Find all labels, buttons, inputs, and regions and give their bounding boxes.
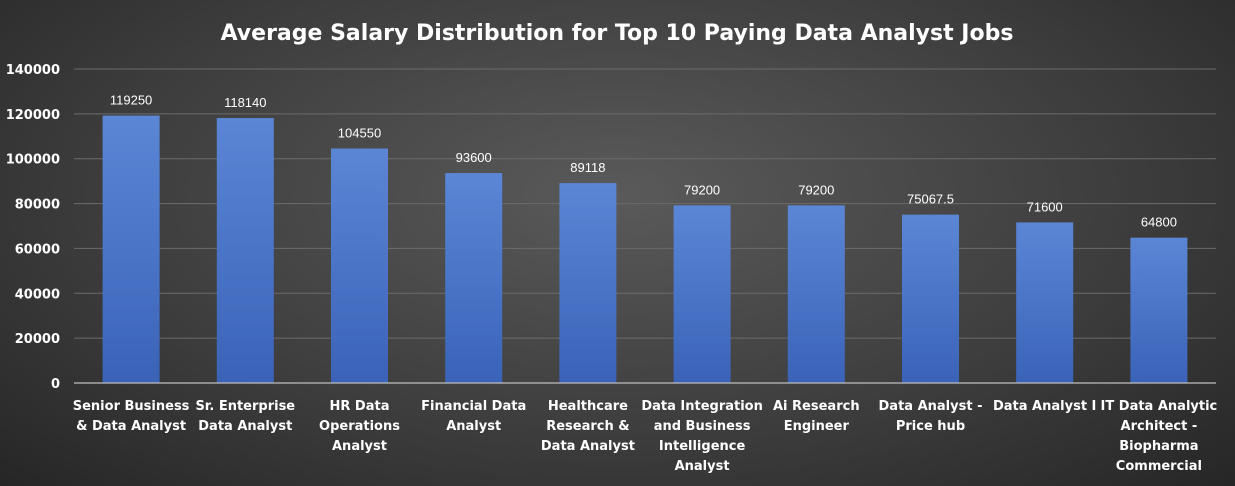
y-tick-label: 120000	[6, 108, 60, 123]
category-label-line: HR Data	[330, 399, 390, 414]
category-label: Data Analyst I	[993, 399, 1096, 414]
category-label-line: Sr. Enterprise	[195, 399, 295, 414]
category-label-line: Analyst	[675, 459, 730, 474]
data-label: 79200	[684, 182, 720, 197]
x-axis-categories: Senior Business & Data Analyst Sr. Enterpr…	[73, 399, 1217, 474]
y-tick-label: 100000	[6, 153, 60, 168]
category-label: Data Analyst - Price hub	[879, 399, 983, 434]
y-tick-label: 0	[51, 377, 60, 392]
category-label-line: and Business	[654, 419, 751, 434]
data-label: 79200	[798, 182, 834, 197]
category-label: IT Data Analytic Architect - Biopharma Comm…	[1101, 399, 1218, 474]
category-label: Financial Data Analyst	[421, 399, 526, 434]
y-tick-label: 140000	[6, 63, 60, 78]
chart-title: Average Salary Distribution for Top 10 P…	[221, 21, 1014, 46]
category-label-line: Data Integration	[641, 399, 763, 414]
category-label-line: Analyst	[446, 419, 501, 434]
category-label-line: Operations	[319, 419, 400, 434]
category-label-line: Commercial	[1116, 459, 1202, 474]
bar	[1016, 222, 1074, 383]
category-label: Healthcare Research & Data Analyst	[541, 399, 635, 454]
category-label: Sr. Enterprise Data Analyst	[195, 399, 295, 434]
y-tick-label: 60000	[15, 242, 60, 257]
data-label: 104550	[338, 126, 381, 141]
category-label-line: Research &	[546, 419, 629, 434]
category-label-line: Architect -	[1121, 419, 1198, 434]
category-label-line: Senior Business	[73, 399, 190, 414]
data-label: 93600	[456, 150, 492, 165]
category-label: HR Data Operations Analyst	[319, 399, 400, 454]
data-labels: 119250 118140 104550 93600 89118 79200 79200 75…	[110, 93, 1177, 230]
category-label-line: Data Analyst	[541, 439, 635, 454]
bar	[331, 148, 388, 383]
y-tick-label: 20000	[15, 332, 60, 347]
bar	[445, 173, 503, 383]
category-label-line: Intelligence	[659, 439, 746, 454]
bar	[1130, 237, 1188, 383]
category-label-line: Healthcare	[548, 399, 628, 414]
category-label-line: Data Analyst I	[993, 399, 1096, 414]
category-label-line: & Data Analyst	[76, 419, 186, 434]
category-label-line: Financial Data	[421, 399, 526, 414]
y-tick-label: 80000	[15, 198, 60, 213]
bar	[787, 205, 845, 383]
y-axis-ticks: 0 20000 40000 60000 80000 100000 120000 140000	[6, 63, 60, 392]
bar	[559, 183, 617, 383]
data-label: 119250	[110, 93, 152, 108]
category-label-line: Data Analyst -	[879, 399, 983, 414]
y-tick-label: 40000	[15, 287, 60, 302]
category-label-line: Data Analyst	[198, 419, 292, 434]
category-label-line: Price hub	[896, 419, 965, 434]
category-label: Ai Research Engineer	[773, 399, 860, 434]
bars	[102, 115, 1188, 384]
category-label-line: IT Data Analytic	[1101, 399, 1218, 414]
data-label: 75067.5	[907, 192, 954, 207]
category-label: Data Integration and Business Intelligence…	[641, 399, 763, 474]
data-label: 71600	[1027, 199, 1063, 214]
bar	[216, 118, 274, 383]
bar	[902, 214, 959, 383]
category-label: Senior Business & Data Analyst	[73, 399, 190, 434]
category-label-line: Ai Research	[773, 399, 860, 414]
category-label-line: Biopharma	[1119, 439, 1198, 454]
bar	[673, 205, 731, 383]
data-label: 89118	[570, 160, 605, 175]
category-label-line: Analyst	[332, 439, 387, 454]
data-label: 64800	[1141, 215, 1177, 230]
data-label: 118140	[224, 95, 266, 110]
category-label-line: Engineer	[784, 419, 850, 434]
bar	[102, 115, 160, 384]
